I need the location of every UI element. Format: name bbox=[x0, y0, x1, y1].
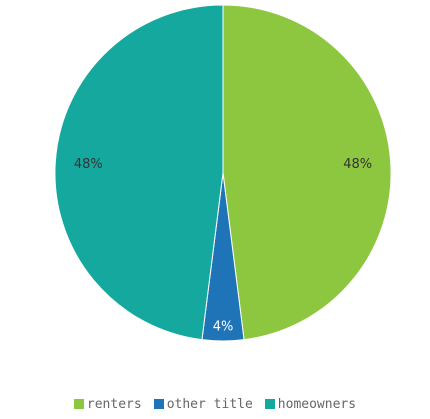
slice-label-renters: 48% bbox=[343, 157, 372, 172]
pie-slice-renters[interactable] bbox=[222, 4, 392, 341]
legend-swatch-homeowners bbox=[264, 399, 275, 409]
legend-item-renters[interactable]: renters bbox=[73, 396, 142, 412]
slice-label-other-title: 4% bbox=[213, 320, 234, 335]
legend-label-homeowners: homeowners bbox=[277, 396, 357, 412]
legend-label-other-title: other title bbox=[166, 396, 253, 412]
legend-item-other-title[interactable]: other title bbox=[153, 396, 253, 412]
legend: renters other title homeowners bbox=[0, 395, 430, 413]
slice-labels: 48% 4% 48% bbox=[74, 157, 372, 334]
legend-swatch-other-title bbox=[153, 399, 164, 409]
pie-slice-homeowners[interactable] bbox=[54, 4, 224, 341]
legend-label-renters: renters bbox=[86, 396, 142, 412]
legend-swatch-renters bbox=[73, 399, 84, 409]
legend-item-homeowners[interactable]: homeowners bbox=[264, 396, 357, 412]
slice-label-homeowners: 48% bbox=[74, 157, 103, 172]
pie-slices bbox=[54, 4, 392, 342]
